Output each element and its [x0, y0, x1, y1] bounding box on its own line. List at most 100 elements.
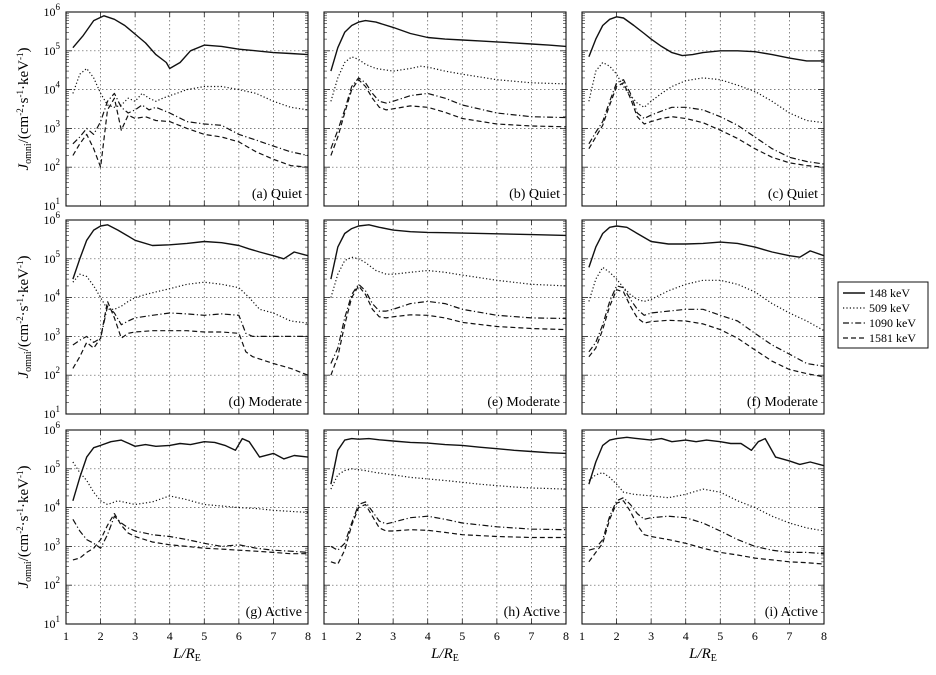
x-tick-label: 5	[459, 629, 465, 643]
y-tick-label: 101	[44, 404, 61, 421]
y-tick-label: 101	[44, 614, 61, 631]
panel-a: (a) Quiet 101 102 103 104 105 106 Jomni/(cm-2·s…	[15, 2, 309, 213]
y-tick-label: 103	[44, 326, 61, 343]
panel-frame	[65, 219, 309, 415]
series-line-509-kev	[72, 273, 309, 324]
panel-frame	[323, 11, 567, 207]
series-line-509-kev	[330, 256, 567, 298]
panel-label: (a) Quiet	[252, 187, 302, 202]
series-line-1090-kev	[330, 501, 567, 551]
panel-frame	[323, 219, 567, 415]
panel-b: (b) Quiet	[323, 11, 567, 207]
x-tick-label: 2	[98, 629, 104, 643]
panel-frame	[65, 11, 309, 207]
x-axis-title: L/RE	[688, 646, 717, 664]
x-axis-title: L/RE	[430, 646, 459, 664]
y-tick-label: 106	[44, 420, 61, 437]
x-tick-label: 6	[752, 629, 758, 643]
legend-entry: 148 keV	[869, 286, 910, 300]
panel-label: (c) Quiet	[768, 187, 818, 202]
x-tick-label: 1	[321, 629, 327, 643]
series-line-148-kev	[588, 16, 824, 62]
series-line-1090-kev	[588, 497, 825, 555]
panel-frame	[323, 429, 567, 625]
panel-label: (g) Active	[246, 605, 302, 620]
panel-i: (i) Active 1 2 3 4 5 6 7 8 L/RE	[579, 429, 827, 664]
x-tick-label: 6	[494, 629, 500, 643]
y-tick-label: 101	[44, 196, 61, 213]
panel-e: (e) Moderate	[323, 219, 567, 415]
series-line-509-kev	[72, 67, 309, 111]
y-tick-label: 106	[44, 210, 61, 227]
panel-label: (i) Active	[765, 605, 818, 620]
panel-frame	[581, 11, 825, 207]
panel-label: (d) Moderate	[229, 395, 302, 410]
panel-label: (b) Quiet	[509, 187, 560, 202]
x-tick-label: 7	[270, 629, 276, 643]
y-tick-label: 105	[44, 41, 61, 58]
x-tick-label: 3	[390, 629, 396, 643]
series-line-509-kev	[588, 472, 825, 532]
series-line-509-kev	[330, 56, 567, 102]
x-tick-label: 6	[236, 629, 242, 643]
panel-frame	[65, 429, 309, 625]
x-tick-label: 2	[614, 629, 620, 643]
y-axis-title: Jomni/(cm-2·s-1·keV-1)	[15, 47, 34, 170]
x-tick-label: 4	[167, 629, 173, 643]
panel-label: (h) Active	[504, 605, 560, 620]
legend-entry: 509 keV	[869, 301, 910, 315]
y-tick-label: 105	[44, 459, 61, 476]
x-tick-label: 4	[683, 629, 689, 643]
panel-g: (g) Active 101 102 103 104 105 106 Jomni/(cm-2·…	[15, 420, 311, 664]
series-line-509-kev	[588, 266, 825, 332]
series-line-148-kev	[72, 15, 309, 70]
series-line-1581-kev	[330, 285, 567, 376]
x-tick-label: 1	[579, 629, 585, 643]
y-tick-label: 103	[44, 118, 61, 135]
legend-entry: 1090 keV	[869, 316, 916, 330]
series-line-509-kev	[330, 468, 567, 490]
series-line-1581-kev	[588, 289, 825, 378]
panel-h: (h) Active 1 2 3 4 5 6 7 8 L/RE	[321, 429, 569, 664]
series-line-1090-kev	[588, 79, 825, 165]
series-line-1581-kev	[72, 512, 308, 561]
x-tick-label: 7	[786, 629, 792, 643]
series-line-148-kev	[330, 437, 567, 485]
y-axis-title: Jomni/(cm-2·s-1·keV-1)	[15, 465, 34, 588]
series-line-1090-kev	[330, 77, 567, 149]
series-line-1090-kev	[72, 515, 309, 553]
x-tick-label: 3	[132, 629, 138, 643]
series-line-509-kev	[72, 461, 309, 513]
series-line-1581-kev	[72, 300, 309, 376]
panel-frame	[581, 219, 825, 415]
x-tick-label: 8	[563, 629, 569, 643]
legend-entry: 1581 keV	[869, 331, 916, 345]
x-axis-title: L/RE	[172, 646, 201, 664]
x-tick-label: 1	[63, 629, 69, 643]
series-line-148-kev	[330, 19, 567, 72]
x-tick-label: 2	[356, 629, 362, 643]
y-tick-label: 104	[44, 498, 61, 515]
series-line-1090-kev	[330, 283, 567, 364]
y-tick-label: 102	[44, 365, 61, 382]
x-tick-label: 7	[528, 629, 534, 643]
x-tick-label: 5	[201, 629, 207, 643]
series-line-1090-kev	[588, 285, 825, 367]
series-line-148-kev	[330, 224, 567, 280]
series-line-1581-kev	[330, 79, 567, 156]
series-line-1090-kev	[72, 305, 308, 346]
y-tick-label: 102	[44, 157, 61, 174]
panel-label: (f) Moderate	[747, 395, 818, 410]
x-tick-label: 8	[821, 629, 827, 643]
x-tick-label: 5	[717, 629, 723, 643]
y-tick-label: 103	[44, 536, 61, 553]
panel-label: (e) Moderate	[487, 395, 560, 410]
y-tick-label: 102	[44, 575, 61, 592]
series-line-148-kev	[588, 225, 825, 268]
series-line-148-kev	[72, 224, 309, 280]
series-line-509-kev	[588, 61, 825, 124]
y-tick-label: 104	[44, 80, 61, 97]
series-line-148-kev	[72, 437, 309, 501]
